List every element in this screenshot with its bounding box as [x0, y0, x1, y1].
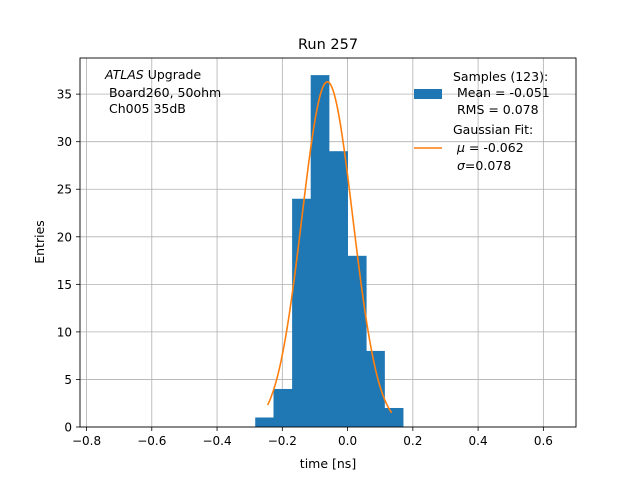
legend-samples-line-3: RMS = 0.078: [453, 102, 539, 117]
histogram-bar: [384, 407, 404, 427]
x-axis-label: time [ns]: [300, 456, 356, 471]
histogram-bar: [310, 75, 330, 427]
histogram-bar: [273, 388, 293, 427]
histogram-bar: [328, 151, 348, 427]
annotation-line-2: Board260, 50ohm: [105, 85, 221, 100]
histogram-bar: [292, 198, 312, 427]
annotation-upgrade: Upgrade: [144, 67, 202, 82]
y-tick-label: 15: [57, 278, 72, 292]
annotation-line-1: ATLAS Upgrade: [104, 67, 201, 82]
x-tick-label: 0.4: [469, 434, 488, 448]
x-tick-label: 0.0: [338, 434, 357, 448]
x-tick-label: −0.2: [268, 434, 297, 448]
y-axis-ticks: 0 5 10 15 20 25 30 35: [57, 88, 80, 435]
x-tick-label: −0.8: [72, 434, 101, 448]
legend: Samples (123): Mean = -0.051 RMS = 0.078…: [414, 69, 550, 173]
x-tick-label: 0.2: [403, 434, 422, 448]
legend-samples-line-2: Mean = -0.051: [453, 85, 550, 100]
legend-mu-value: = -0.062: [465, 140, 524, 155]
y-axis-label: Entries: [32, 220, 47, 264]
legend-fit-line-2: μ = -0.062: [453, 140, 524, 155]
y-tick-label: 35: [57, 88, 72, 102]
histogram-bar: [366, 350, 385, 427]
legend-sigma-symbol: σ: [457, 158, 466, 173]
y-tick-label: 25: [57, 183, 72, 197]
annotation-atlas: ATLAS: [104, 67, 144, 82]
legend-samples-line-1: Samples (123):: [453, 69, 548, 84]
legend-fit-line-1: Gaussian Fit:: [453, 122, 533, 137]
x-axis-ticks: −0.8 −0.6 −0.4 −0.2 0.0 0.2 0.4 0.6: [72, 427, 553, 448]
histogram-bar: [347, 255, 367, 427]
y-tick-label: 10: [57, 325, 72, 339]
gaussian-fit-curve: [266, 80, 393, 414]
plot-frame: [79, 57, 577, 428]
legend-samples-patch: [414, 89, 442, 99]
chart-title: Run 257: [298, 37, 358, 53]
legend-sigma-value: =0.078: [465, 158, 511, 173]
annotation: ATLAS Upgrade Board260, 50ohm Ch005 35dB: [104, 67, 221, 116]
x-tick-label: −0.6: [137, 434, 166, 448]
histogram-bar: [255, 417, 274, 427]
y-tick-label: 30: [57, 135, 72, 149]
annotation-line-3: Ch005 35dB: [105, 101, 186, 116]
y-tick-label: 0: [64, 421, 72, 435]
x-tick-label: −0.4: [202, 434, 231, 448]
x-tick-label: 0.6: [534, 434, 553, 448]
y-tick-label: 5: [64, 373, 72, 387]
legend-mu-symbol: μ: [456, 140, 465, 155]
legend-fit-line-3: σ=0.078: [453, 158, 511, 173]
y-tick-label: 20: [57, 230, 72, 244]
